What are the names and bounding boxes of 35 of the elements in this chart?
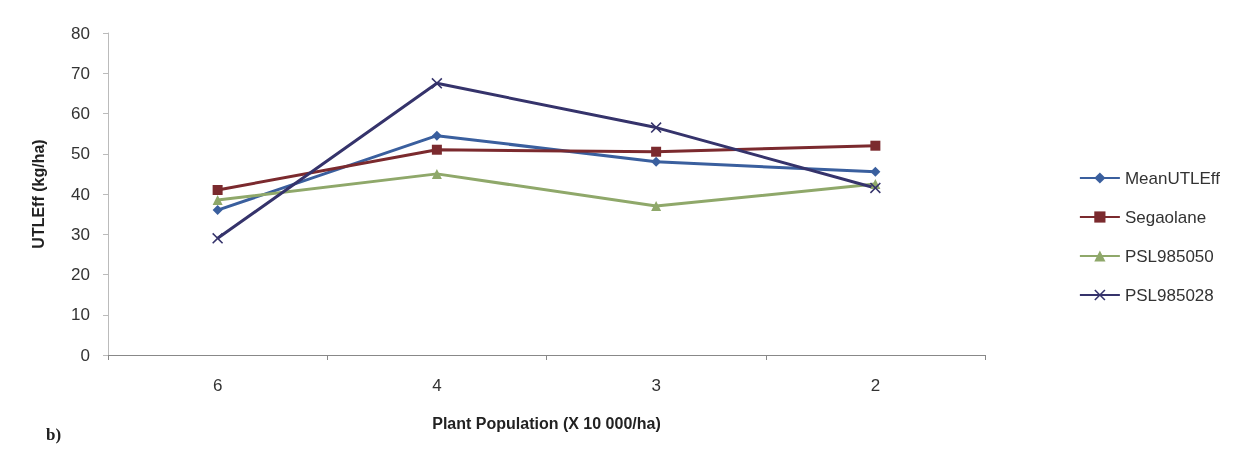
point	[431, 144, 442, 155]
point	[212, 184, 223, 195]
y-tick-label: 10	[71, 305, 90, 325]
y-tick-label: 20	[71, 265, 90, 284]
point	[870, 166, 881, 177]
point	[869, 182, 881, 194]
point	[431, 168, 442, 179]
y-tick-label: 40	[71, 184, 90, 204]
y-tick-label: 80	[71, 23, 90, 43]
point	[870, 140, 881, 151]
point	[212, 205, 223, 216]
point	[651, 146, 662, 157]
x-tick-label: 6	[212, 376, 223, 395]
x-axis-title: Plant Population (X 10 000/ha)	[432, 414, 661, 432]
legend-label: Segaolane	[1124, 207, 1207, 227]
point	[431, 130, 442, 141]
y-tick-label: 30	[71, 224, 90, 244]
legend-label: PSL985028	[1124, 285, 1214, 305]
y-axis-title: UTLEff (kg/ha)	[29, 139, 47, 249]
y-tick-label: 50	[71, 144, 90, 164]
point	[651, 156, 662, 167]
point	[212, 232, 224, 244]
point	[212, 195, 223, 206]
text: b)	[46, 425, 62, 444]
point	[431, 77, 443, 89]
point	[651, 201, 662, 212]
x-tick-label: 2	[870, 376, 881, 395]
point	[650, 122, 662, 134]
y-tick-label: 0	[80, 345, 90, 365]
legend-label: MeanUTLEff	[1124, 168, 1221, 188]
y-tick-label: 60	[71, 104, 90, 123]
x-tick-label: 3	[651, 376, 661, 395]
x-tick-label: 4	[432, 376, 442, 395]
y-tick-label: 70	[71, 63, 90, 83]
legend-label: PSL985050	[1124, 246, 1214, 266]
